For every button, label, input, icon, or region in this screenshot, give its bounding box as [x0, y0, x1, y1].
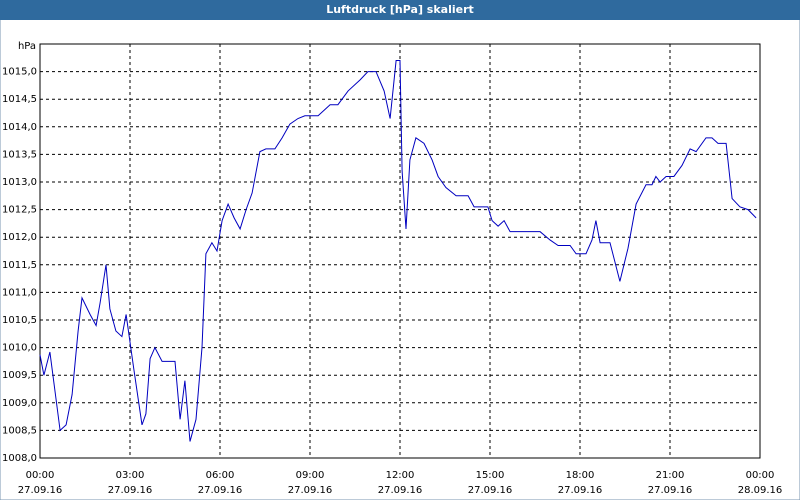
x-tick-label: 15:00	[476, 470, 505, 481]
x-tick-label: 21:00	[656, 470, 685, 481]
x-tick-date: 27.09.16	[378, 485, 423, 496]
y-unit: hPa	[18, 41, 36, 52]
y-tick-label: 1011,0	[2, 287, 37, 298]
y-tick-label: 1013,5	[2, 149, 37, 160]
y-tick-label: 1008,5	[2, 425, 37, 436]
x-tick-date: 27.09.16	[108, 485, 153, 496]
y-tick-label: 1010,5	[2, 315, 37, 326]
x-tick-label: 00:00	[746, 470, 775, 481]
x-tick-date: 28.09.16	[738, 485, 783, 496]
x-tick-date: 27.09.16	[198, 485, 243, 496]
x-tick-label: 12:00	[386, 470, 415, 481]
x-tick-label: 00:00	[26, 470, 55, 481]
x-tick-label: 03:00	[116, 470, 145, 481]
y-tick-label: 1011,5	[2, 260, 37, 271]
chart-title: Luftdruck [hPa] skaliert	[326, 3, 474, 16]
x-tick-date: 27.09.16	[648, 485, 693, 496]
x-tick-label: 18:00	[566, 470, 595, 481]
x-tick-date: 27.09.16	[18, 485, 63, 496]
y-tick-label: 1008,0	[2, 453, 37, 464]
y-tick-label: 1012,5	[2, 205, 37, 216]
title-bar	[0, 0, 800, 20]
y-tick-label: 1010,0	[2, 343, 37, 354]
y-tick-label: 1009,0	[2, 398, 37, 409]
y-tick-label: 1013,0	[2, 177, 37, 188]
x-tick-date: 27.09.16	[468, 485, 513, 496]
x-tick-label: 06:00	[206, 470, 235, 481]
y-tick-label: 1009,5	[2, 370, 37, 381]
x-tick-label: 09:00	[296, 470, 325, 481]
y-tick-label: 1015,0	[2, 67, 37, 78]
y-tick-label: 1014,5	[2, 94, 37, 105]
x-tick-date: 27.09.16	[558, 485, 603, 496]
x-tick-date: 27.09.16	[288, 485, 333, 496]
line	[39, 60, 757, 442]
y-tick-label: 1014,0	[2, 122, 37, 133]
y-tick-label: 1012,0	[2, 232, 37, 243]
